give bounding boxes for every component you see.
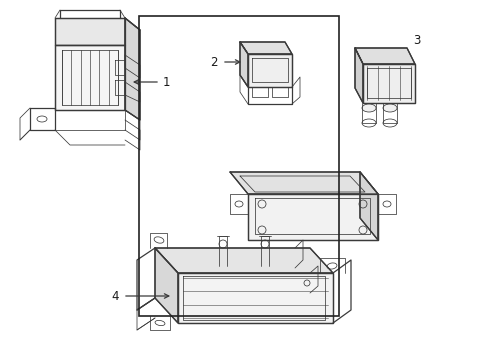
Text: 3: 3: [412, 33, 420, 46]
Polygon shape: [55, 18, 125, 45]
Polygon shape: [362, 64, 414, 103]
Polygon shape: [125, 18, 140, 120]
Polygon shape: [229, 172, 377, 194]
Text: 2: 2: [210, 55, 218, 68]
Polygon shape: [178, 273, 332, 323]
Polygon shape: [155, 248, 178, 323]
Polygon shape: [354, 48, 362, 103]
Ellipse shape: [382, 104, 396, 112]
Polygon shape: [55, 45, 125, 110]
Polygon shape: [247, 54, 291, 87]
Polygon shape: [240, 42, 291, 54]
Polygon shape: [155, 248, 332, 273]
Bar: [139, 16, 338, 316]
Polygon shape: [240, 42, 247, 87]
Text: 1: 1: [163, 76, 170, 89]
Ellipse shape: [361, 104, 375, 112]
Polygon shape: [354, 48, 414, 64]
Polygon shape: [359, 172, 377, 240]
Text: 4: 4: [111, 289, 119, 302]
Polygon shape: [247, 194, 377, 240]
